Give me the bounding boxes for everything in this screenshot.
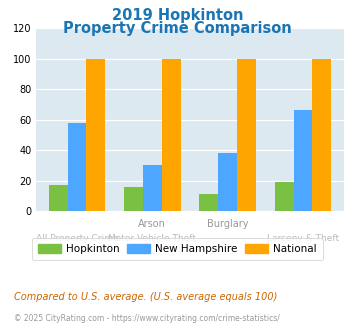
Text: Motor Vehicle Theft: Motor Vehicle Theft	[108, 234, 196, 243]
Text: 2019 Hopkinton: 2019 Hopkinton	[112, 8, 243, 23]
Bar	[200, 194, 218, 211]
Text: Property Crime Comparison: Property Crime Comparison	[63, 21, 292, 36]
Bar	[218, 153, 237, 211]
Text: Larceny & Theft: Larceny & Theft	[267, 234, 339, 243]
Bar	[124, 187, 143, 211]
Bar	[275, 182, 294, 211]
Text: © 2025 CityRating.com - https://www.cityrating.com/crime-statistics/: © 2025 CityRating.com - https://www.city…	[14, 314, 280, 323]
Legend: Hopkinton, New Hampshire, National: Hopkinton, New Hampshire, National	[32, 238, 323, 260]
Bar	[162, 59, 180, 211]
Bar	[143, 165, 162, 211]
Text: Arson: Arson	[138, 219, 166, 229]
Text: All Property Crime: All Property Crime	[36, 234, 118, 243]
Bar	[294, 111, 312, 211]
Text: Burglary: Burglary	[207, 219, 248, 229]
Bar	[237, 59, 256, 211]
Bar	[312, 59, 331, 211]
Bar	[86, 59, 105, 211]
Text: Compared to U.S. average. (U.S. average equals 100): Compared to U.S. average. (U.S. average …	[14, 292, 278, 302]
Bar	[67, 123, 86, 211]
Bar	[49, 185, 67, 211]
